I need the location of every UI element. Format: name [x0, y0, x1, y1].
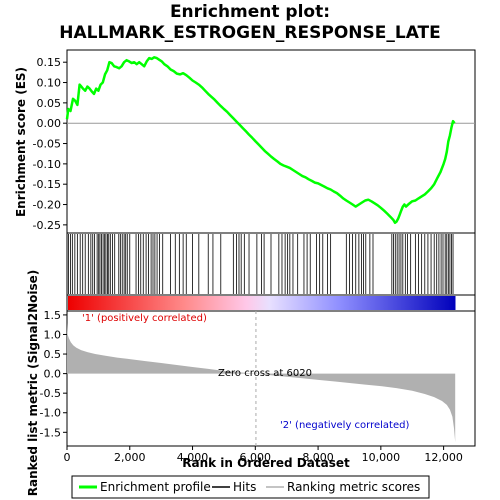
hit-lines — [68, 234, 454, 294]
x-tick-label: 12,000 — [424, 451, 463, 464]
legend-metric-label: Ranking metric scores — [287, 480, 420, 494]
es-y-tick-label: -0.10 — [33, 158, 61, 171]
metric-y-axis-label: Ranked list metric (Signal2Noise) — [26, 270, 40, 497]
rank-color-gradient — [68, 296, 456, 310]
es-y-tick-label: 0.00 — [37, 117, 62, 130]
legend-box — [71, 475, 430, 499]
metric-y-ticks: 1.5 1.0 0.5 0.0 -0.5 -1.0 -1.5 — [40, 309, 67, 439]
es-y-tick-label: 0.15 — [37, 56, 62, 69]
x-tick-label: 2,000 — [114, 451, 146, 464]
x-tick-label: 4,000 — [177, 451, 209, 464]
x-tick-label: 10,000 — [362, 451, 401, 464]
es-curve — [65, 56, 456, 225]
metric-y-tick-label: 0.0 — [44, 368, 62, 381]
legend-enrichment-label: Enrichment profile — [100, 480, 211, 494]
metric-y-tick-label: -1.0 — [40, 407, 61, 420]
x-ticks: 0 2,000 4,000 6,000 8,000 10,000 12,000 — [64, 446, 463, 464]
x-tick-label: 0 — [64, 451, 71, 464]
enrichment-panel — [66, 49, 476, 234]
es-y-tick-label: -0.15 — [33, 178, 61, 191]
negative-correlated-label: '2' (negatively correlated) — [280, 420, 409, 431]
x-tick-label: 6,000 — [240, 451, 272, 464]
chart-title-line1: Enrichment plot: — [170, 2, 330, 22]
metric-y-tick-label: 0.5 — [44, 348, 62, 361]
es-curve-group — [65, 56, 456, 225]
x-axis-label: Rank in Ordered Dataset — [182, 456, 350, 470]
es-y-tick-label: -0.20 — [33, 199, 61, 212]
chart-title-line2: HALLMARK_ESTROGEN_RESPONSE_LATE — [59, 23, 441, 43]
positive-correlated-label: '1' (positively correlated) — [82, 313, 207, 324]
es-y-tick-label: -0.25 — [33, 219, 61, 232]
es-y-tick-label: 0.10 — [37, 77, 62, 90]
metric-y-tick-label: 1.0 — [44, 328, 62, 341]
metric-area — [67, 322, 456, 443]
metric-y-tick-label: 1.5 — [44, 309, 62, 322]
x-tick-label: 8,000 — [302, 451, 334, 464]
es-y-tick-label: -0.05 — [33, 138, 61, 151]
es-y-ticks: 0.15 0.10 0.05 0.00 -0.05 -0.10 -0.15 -0.20 -0.2… — [33, 56, 67, 232]
metric-y-tick-label: -0.5 — [40, 387, 61, 400]
metric-y-tick-label: -1.5 — [40, 426, 61, 439]
zero-cross-label: Zero cross at 6020 — [218, 368, 312, 379]
es-y-tick-label: 0.05 — [37, 97, 62, 110]
es-y-axis-label: Enrichment score (ES) — [14, 67, 28, 217]
legend-hits-label: Hits — [233, 480, 256, 494]
legend: Enrichment profile Hits Ranking metric s… — [71, 475, 430, 499]
